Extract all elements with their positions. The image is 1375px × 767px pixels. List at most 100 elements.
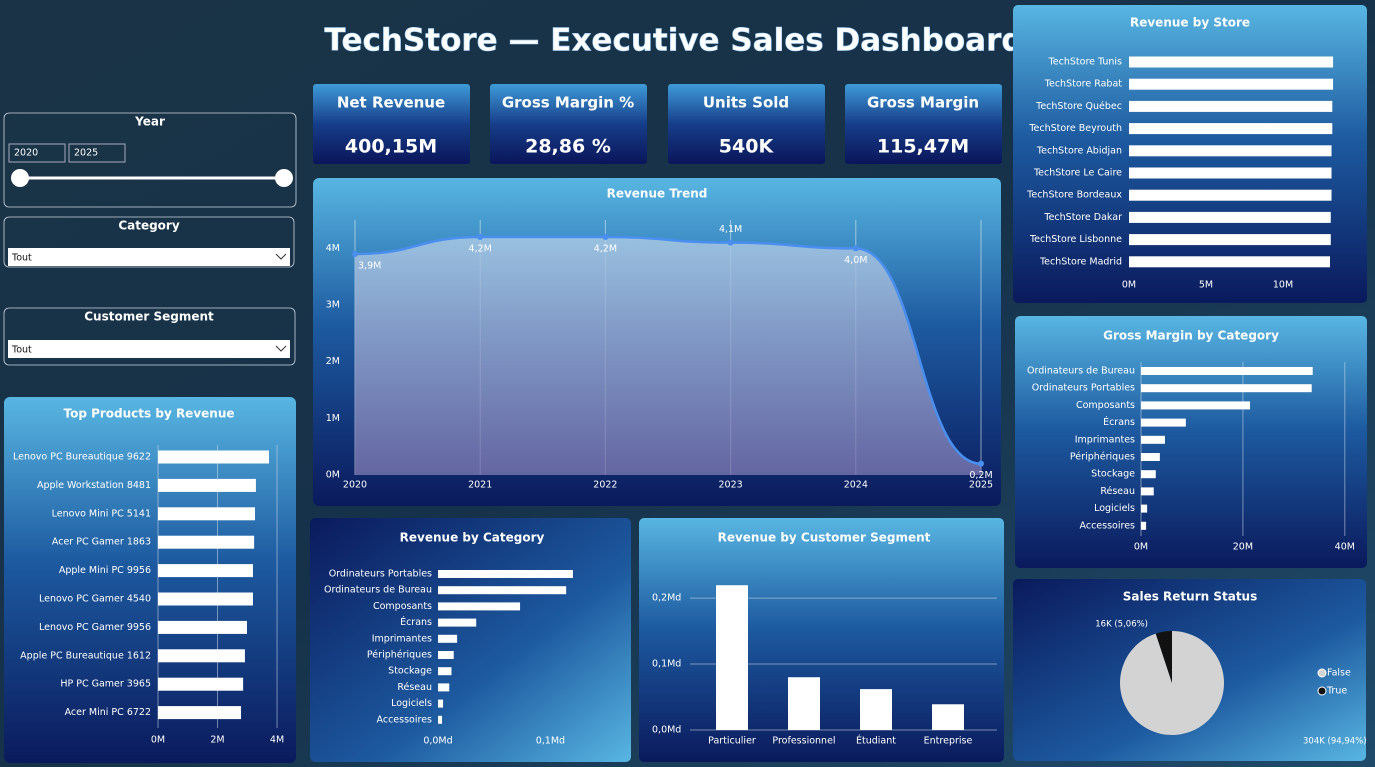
y-tick-label: Réseau bbox=[397, 682, 432, 693]
dropdown[interactable] bbox=[8, 248, 290, 266]
slicer-box bbox=[3, 307, 296, 366]
dropdown[interactable] bbox=[8, 340, 290, 358]
bar bbox=[438, 618, 477, 627]
y-tick-label: Lenovo Mini PC 5141 bbox=[52, 508, 151, 519]
bar bbox=[158, 620, 247, 634]
dropdown-arrow bbox=[275, 345, 287, 352]
y-tick-label: 0,0Md bbox=[652, 725, 681, 736]
year-to-text: 2025 bbox=[74, 148, 98, 159]
x-tick-label: 2025 bbox=[969, 480, 993, 491]
data-label: 3,9M bbox=[358, 261, 381, 272]
bar bbox=[158, 535, 255, 549]
bar bbox=[1141, 504, 1148, 513]
y-tick-label: Réseau bbox=[1100, 486, 1135, 497]
pie-slice bbox=[1155, 631, 1172, 683]
bar bbox=[438, 602, 521, 611]
chart-title: Gross Margin by Category bbox=[1103, 329, 1279, 343]
data-label: 16K (5,06%) bbox=[1095, 620, 1148, 630]
chart-title: Revenue by Category bbox=[400, 531, 545, 545]
bar bbox=[158, 507, 256, 521]
x-tick-label: 2022 bbox=[593, 480, 617, 491]
legend-swatch bbox=[1317, 686, 1327, 696]
bar bbox=[1141, 487, 1154, 496]
dropdown-value: Tout bbox=[11, 253, 32, 264]
bar bbox=[1129, 211, 1331, 223]
x-tick-label: 2M bbox=[210, 735, 224, 746]
x-tick-label: 2024 bbox=[844, 480, 868, 491]
x-tick-label: 0M bbox=[1122, 280, 1136, 291]
data-label: 0,2M bbox=[969, 470, 992, 481]
x-tick-label: 0,0Md bbox=[423, 736, 452, 747]
bar bbox=[1141, 470, 1156, 479]
slider-handle[interactable] bbox=[275, 169, 293, 187]
y-tick-label: Périphériques bbox=[367, 650, 432, 661]
bar bbox=[1129, 256, 1330, 268]
bar bbox=[788, 677, 820, 730]
area bbox=[355, 237, 981, 475]
year-to[interactable] bbox=[68, 143, 126, 163]
bar bbox=[158, 592, 253, 606]
y-tick-label: TechStore Tunis bbox=[1048, 57, 1122, 68]
slicer-box bbox=[3, 112, 297, 208]
y-tick-label: Apple Mini PC 9956 bbox=[59, 565, 151, 576]
x-tick-label: 2021 bbox=[468, 480, 492, 491]
bar bbox=[158, 450, 270, 464]
y-tick-label: 2M bbox=[326, 356, 340, 367]
kpi-label: Net Revenue bbox=[337, 94, 445, 112]
y-tick-label: Accessoires bbox=[377, 714, 433, 725]
bar bbox=[158, 478, 256, 492]
x-tick-label: 0M bbox=[1134, 542, 1148, 553]
y-tick-label: 4M bbox=[326, 243, 340, 254]
slicer-title: Category bbox=[118, 219, 180, 233]
y-tick-label: Composants bbox=[373, 601, 432, 612]
slicer-title: Customer Segment bbox=[84, 310, 214, 324]
kpi-value: 28,86 % bbox=[525, 136, 611, 158]
data-label: 4,2M bbox=[594, 244, 617, 255]
bar bbox=[1129, 56, 1334, 68]
y-tick-label: TechStore Dakar bbox=[1043, 212, 1122, 223]
y-tick-label: Écrans bbox=[400, 616, 432, 628]
data-label: 4,0M bbox=[844, 255, 867, 266]
y-tick-label: TechStore Le Caire bbox=[1033, 168, 1122, 179]
bar bbox=[438, 570, 573, 578]
point bbox=[978, 460, 984, 467]
y-tick-label: Ordinateurs Portables bbox=[329, 569, 432, 580]
y-tick-label: Lenovo PC Bureautique 9622 bbox=[13, 452, 151, 463]
bar bbox=[932, 704, 964, 730]
bar bbox=[1129, 123, 1333, 135]
data-label: 304K (94,94%) bbox=[1303, 737, 1367, 747]
y-tick-label: 0,2Md bbox=[652, 593, 681, 604]
kpi-card bbox=[313, 84, 470, 164]
y-tick-label: Imprimantes bbox=[1075, 434, 1135, 445]
y-tick-label: Composants bbox=[1076, 400, 1135, 411]
y-tick-label: Apple PC Bureautique 1612 bbox=[20, 650, 151, 661]
y-tick-label: TechStore Québec bbox=[1035, 101, 1122, 112]
dropdown-value: Tout bbox=[11, 345, 32, 356]
bar bbox=[1129, 100, 1333, 112]
bar bbox=[1129, 234, 1331, 246]
chart-title: Sales Return Status bbox=[1123, 590, 1258, 604]
data-label: 4,2M bbox=[469, 244, 492, 255]
y-tick-label: TechStore Rabat bbox=[1044, 79, 1122, 90]
bar bbox=[158, 649, 245, 663]
chart-title: Revenue by Store bbox=[1130, 16, 1250, 30]
bar bbox=[438, 651, 454, 659]
x-tick-label: Professionnel bbox=[772, 736, 835, 747]
bar bbox=[158, 564, 253, 578]
kpi-label: Gross Margin % bbox=[502, 94, 634, 112]
slider-handle[interactable] bbox=[11, 169, 29, 187]
slicer-box bbox=[3, 216, 295, 268]
y-tick-label: Lenovo PC Gamer 4540 bbox=[39, 594, 151, 605]
bar bbox=[1141, 453, 1160, 461]
chart-title: Revenue Trend bbox=[607, 187, 708, 201]
x-tick-label: Particulier bbox=[708, 736, 756, 747]
year-from[interactable] bbox=[8, 143, 66, 163]
y-tick-label: Logiciels bbox=[1094, 503, 1135, 514]
panel bbox=[310, 518, 631, 762]
bar bbox=[1129, 167, 1332, 179]
point bbox=[602, 234, 609, 240]
y-tick-label: Imprimantes bbox=[372, 633, 432, 644]
x-tick-label: 0,1Md bbox=[536, 736, 565, 747]
legend-swatch bbox=[1317, 668, 1327, 678]
